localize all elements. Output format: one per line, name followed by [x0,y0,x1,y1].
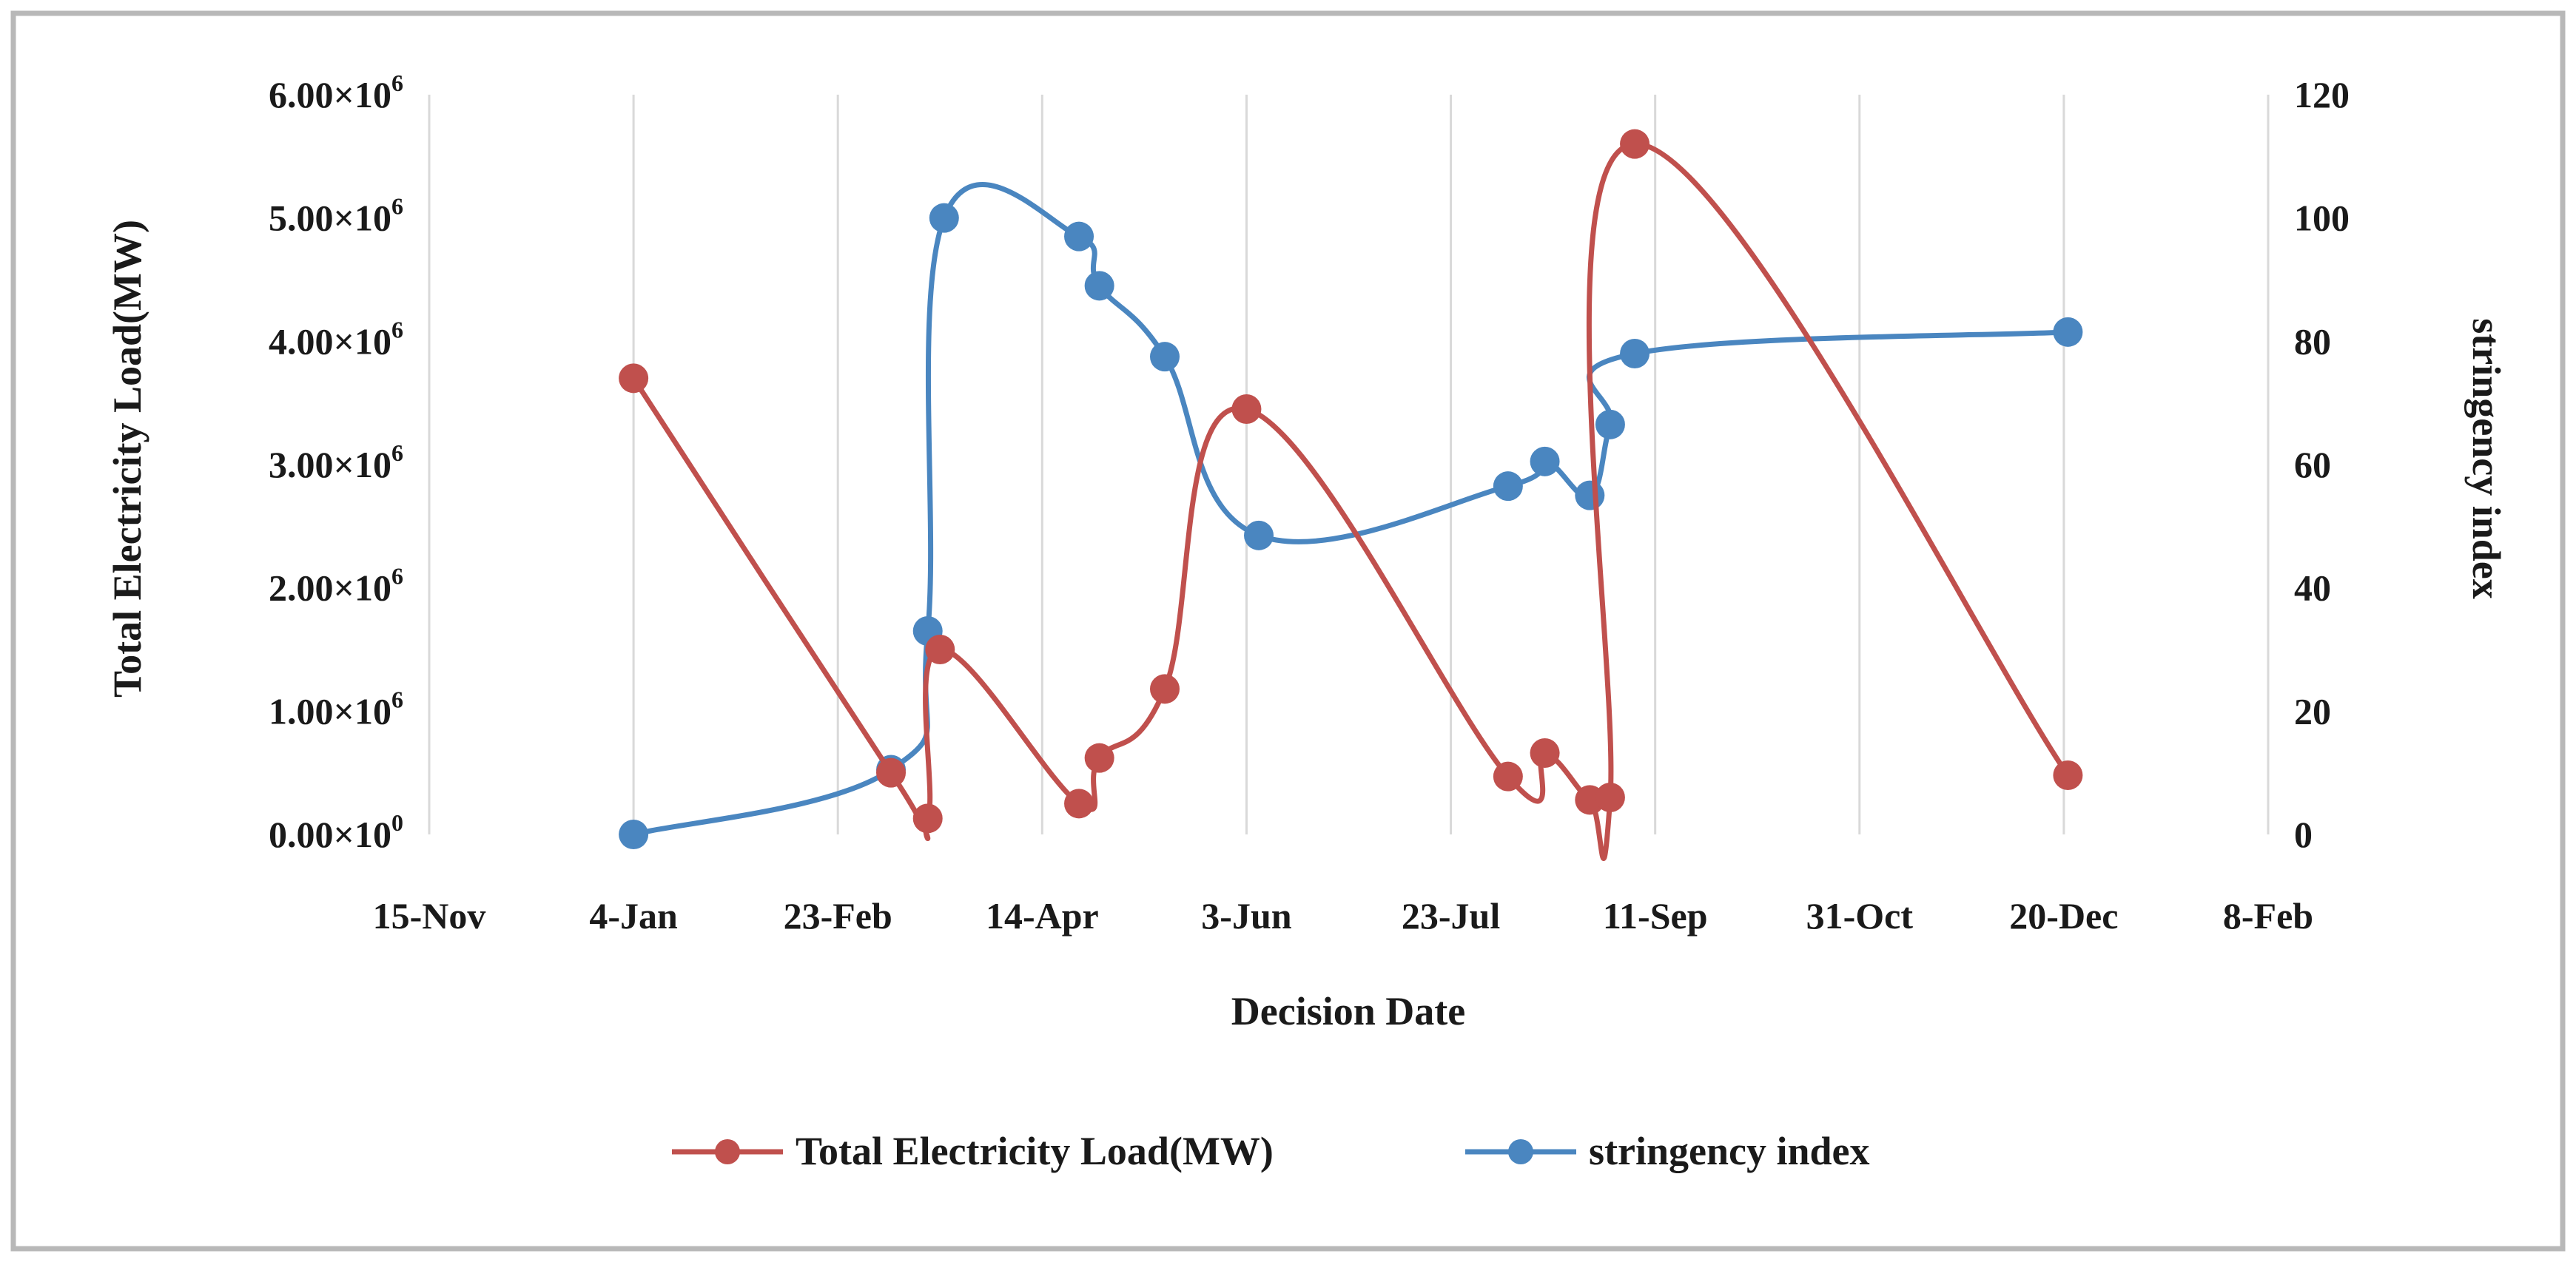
data-point-stringency [1150,342,1180,372]
data-point-stringency [1244,520,1274,550]
data-point-load [1084,743,1114,773]
legend-load-label: Total Electricity Load(MW) [796,1129,1274,1173]
data-point-load [1595,783,1625,812]
legend-stringency-marker [1508,1139,1533,1164]
y-right-ticks: 0 20 40 60 80 100 120 [2294,74,2350,855]
x-tick-label: 31-Oct [1806,895,1914,937]
data-point-load [619,363,649,394]
figure-frame [10,10,2566,1252]
data-point-stringency [1064,221,1094,252]
data-point-stringency [1575,480,1605,510]
y-left-tick-label: 3.00×106 [269,439,403,485]
data-point-load [1150,674,1180,704]
data-point-load [1064,789,1094,819]
grid [428,95,2270,834]
x-tick-label: 3-Jun [1201,895,1291,937]
data-point-stringency [1084,271,1114,301]
data-point-load [1231,394,1262,424]
y-right-tick-label: 60 [2294,444,2331,485]
y-left-tick-label: 4.00×106 [269,316,403,362]
x-axis-title: Decision Date [1231,989,1465,1033]
data-point-load [1493,761,1523,792]
data-point-stringency [1595,409,1625,439]
data-point-stringency [929,203,959,233]
data-point-stringency [1620,339,1650,368]
data-point-load [925,635,955,664]
x-tick-label: 23-Jul [1402,895,1500,937]
y-left-tick-label: 0.00×100 [269,809,403,855]
y-left-axis-title: Total Electricity Load(MW) [105,220,149,698]
data-point-load [876,757,907,788]
y-right-axis-title: stringency index [2464,318,2509,599]
data-point-stringency [2053,317,2083,347]
x-tick-label: 23-Feb [784,895,892,937]
x-tick-label: 14-Apr [986,895,1099,937]
data-point-stringency [1493,471,1523,502]
legend-load-marker [715,1139,740,1164]
data-point-stringency [1530,446,1560,476]
y-right-tick-label: 0 [2294,814,2313,855]
data-point-load [1530,738,1560,768]
x-tick-label: 4-Jan [589,895,678,937]
y-left-ticks: 0.00×100 1.00×106 2.00×106 3.00×106 4.00×106… [269,70,403,855]
y-left-tick-label: 6.00×106 [269,70,403,115]
data-point-load [912,803,943,834]
x-tick-label: 11-Sep [1603,895,1708,937]
y-left-tick-label: 2.00×106 [269,563,403,609]
legend-item-stringency[interactable]: stringency index [1465,1129,1870,1173]
legend-stringency-label: stringency index [1589,1129,1870,1173]
y-right-tick-label: 120 [2294,74,2350,115]
x-tick-label: 20-Dec [2009,895,2118,937]
x-tick-label: 8-Feb [2223,895,2313,937]
x-ticks: 15-Nov 4-Jan 23-Feb 14-Apr 3-Jun 23-Jul 11-Sep… [373,895,2313,937]
y-left-tick-label: 1.00×106 [269,686,403,732]
x-tick-label: 15-Nov [373,895,486,937]
y-right-tick-label: 100 [2294,198,2350,239]
legend-item-load[interactable]: Total Electricity Load(MW) [672,1129,1274,1173]
data-point-load [2053,760,2083,790]
y-right-tick-label: 80 [2294,320,2331,362]
legend: Total Electricity Load(MW) stringency in… [672,1129,1870,1173]
y-right-tick-label: 40 [2294,567,2331,609]
data-point-load [1620,129,1650,159]
y-right-tick-label: 20 [2294,690,2331,732]
series-layer [619,129,2083,861]
data-point-stringency [619,820,649,849]
y-left-tick-label: 5.00×106 [269,193,403,239]
